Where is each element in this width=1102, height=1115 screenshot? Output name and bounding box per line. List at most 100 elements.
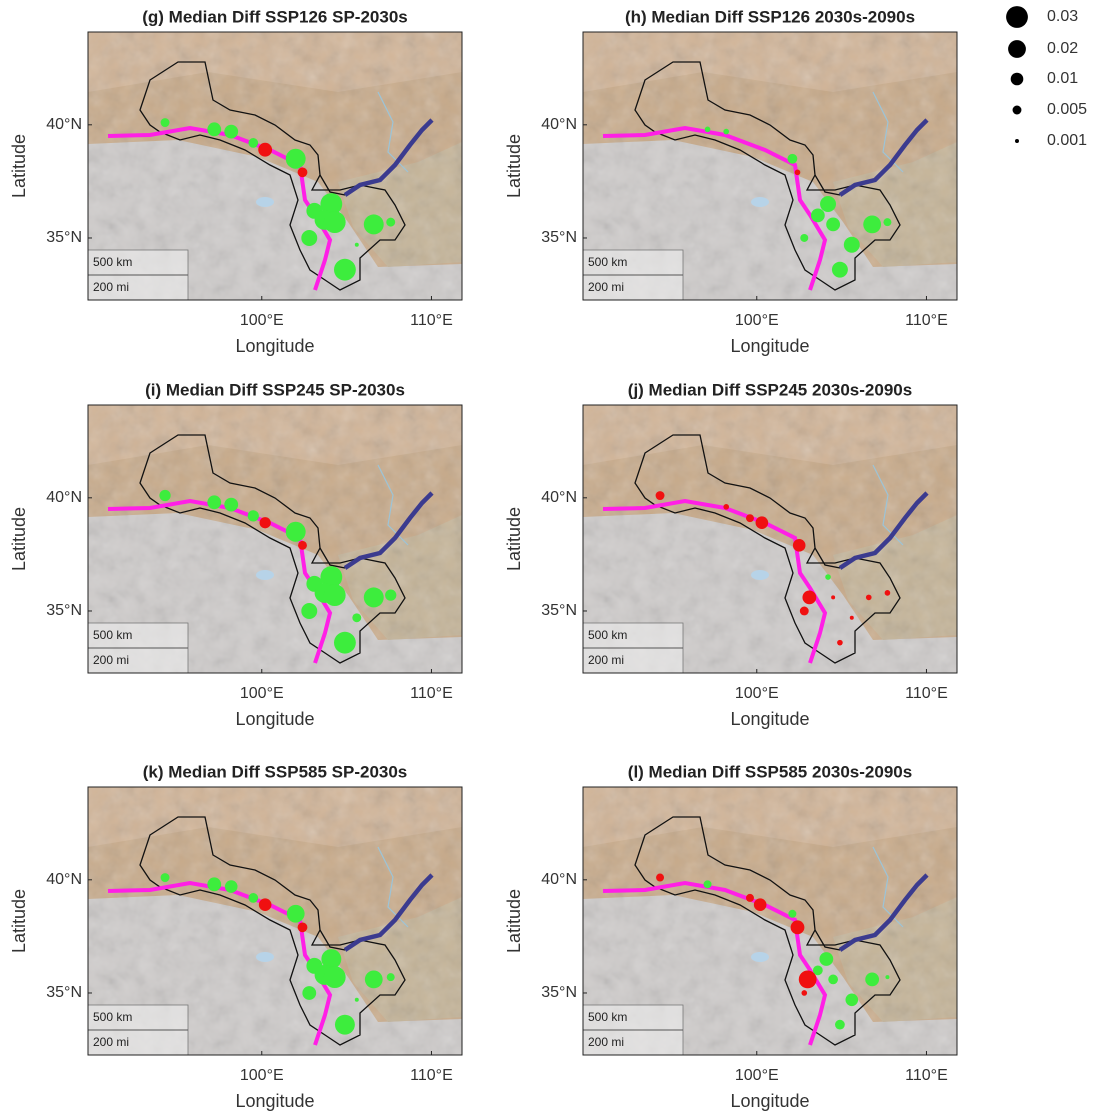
station-point (844, 237, 860, 253)
station-point (334, 632, 356, 654)
station-point (795, 170, 801, 176)
y-axis-label: Latitude (9, 889, 29, 953)
legend-label: 0.001 (1047, 132, 1087, 149)
scale-bar-label: 500 km (93, 628, 132, 642)
station-point (334, 259, 356, 281)
station-point (850, 616, 854, 620)
y-tick-label: 35°N (541, 602, 577, 619)
station-point (788, 910, 796, 918)
y-axis-label: Latitude (9, 507, 29, 571)
station-point (287, 905, 305, 923)
lake (751, 197, 769, 207)
x-axis-label: Longitude (235, 336, 314, 356)
station-point (799, 970, 817, 988)
station-point (248, 510, 259, 521)
scale-bar-label: 200 mi (93, 1035, 129, 1049)
station-point (207, 122, 221, 136)
scale-bar-label: 200 mi (93, 280, 129, 294)
map-area (88, 32, 462, 300)
station-point (756, 516, 769, 529)
lake (256, 570, 274, 580)
station-point (820, 196, 836, 212)
scale-bar-label: 200 mi (93, 653, 129, 667)
station-point (355, 998, 359, 1002)
station-point (883, 218, 891, 226)
station-point (754, 898, 767, 911)
x-tick-label: 100°E (240, 1067, 284, 1084)
station-point (831, 595, 835, 599)
map-area (583, 787, 957, 1055)
lake (256, 197, 274, 207)
scale-bar-label: 200 mi (588, 653, 624, 667)
y-tick-label: 40°N (541, 489, 577, 506)
station-point (386, 218, 395, 227)
station-point (802, 590, 816, 604)
station-point (704, 880, 712, 888)
lake (751, 570, 769, 580)
station-point (364, 587, 384, 607)
panel-title: (k) Median Diff SSP585 SP-2030s (143, 762, 408, 781)
station-point (866, 595, 872, 601)
x-tick-label: 110°E (905, 312, 948, 329)
station-point (352, 613, 361, 622)
station-point (365, 970, 383, 988)
station-point (656, 491, 665, 500)
map-panel: 500 km 200 mi 100°E 110°E 35°N 40°N (i) Median… (9, 380, 462, 728)
panel-title: (h) Median Diff SSP126 2030s-2090s (625, 7, 915, 26)
y-tick-label: 35°N (46, 602, 82, 619)
station-point (723, 129, 729, 135)
station-point (832, 262, 848, 278)
x-tick-label: 100°E (735, 1067, 779, 1084)
station-point (845, 993, 858, 1006)
map-panel: 500 km200 mi100°E110°E35°N40°N(l) Median… (504, 762, 957, 1110)
scale-bar-label: 500 km (588, 1010, 627, 1024)
station-point (863, 215, 881, 233)
station-point (791, 920, 805, 934)
map-panel: 500 km200 mi100°E110°E35°N40°N(g) Median… (9, 7, 462, 355)
station-point (224, 125, 238, 139)
x-axis-label: Longitude (730, 336, 809, 356)
legend-marker (1006, 6, 1028, 28)
y-tick-label: 35°N (541, 229, 577, 246)
station-point (723, 504, 729, 510)
station-point (819, 952, 833, 966)
station-point (258, 143, 272, 157)
legend-label: 0.005 (1047, 101, 1087, 118)
x-tick-label: 100°E (735, 685, 779, 702)
x-tick-label: 110°E (410, 685, 453, 702)
station-point (801, 990, 807, 996)
station-point (161, 873, 170, 882)
station-point (788, 154, 798, 164)
legend-label: 0.02 (1047, 40, 1078, 57)
station-point (248, 138, 258, 148)
station-point (286, 149, 306, 169)
scale-bar-label: 500 km (93, 255, 132, 269)
station-point (825, 574, 831, 580)
x-tick-label: 100°E (240, 685, 284, 702)
y-axis-label: Latitude (9, 134, 29, 198)
station-point (656, 874, 664, 882)
station-point (324, 211, 346, 233)
station-point (885, 975, 889, 979)
panel-title: (i) Median Diff SSP245 SP-2030s (145, 380, 405, 399)
station-point (301, 230, 317, 246)
scale-bar-label: 500 km (93, 1010, 132, 1024)
y-tick-label: 40°N (46, 489, 82, 506)
scale-bar-label: 500 km (588, 255, 627, 269)
x-tick-label: 110°E (905, 685, 948, 702)
station-point (826, 217, 840, 231)
panel-title: (j) Median Diff SSP245 2030s-2090s (628, 380, 912, 399)
y-tick-label: 35°N (46, 984, 82, 1001)
panel-title: (l) Median Diff SSP585 2030s-2090s (628, 762, 912, 781)
station-point (865, 972, 879, 986)
station-point (259, 898, 272, 911)
map-area (88, 787, 462, 1055)
legend-marker (1015, 139, 1019, 143)
lake (256, 952, 274, 962)
x-tick-label: 100°E (240, 312, 284, 329)
station-point (286, 522, 306, 542)
scale-bar-label: 200 mi (588, 280, 624, 294)
y-tick-label: 40°N (541, 116, 577, 133)
x-axis-label: Longitude (235, 709, 314, 729)
